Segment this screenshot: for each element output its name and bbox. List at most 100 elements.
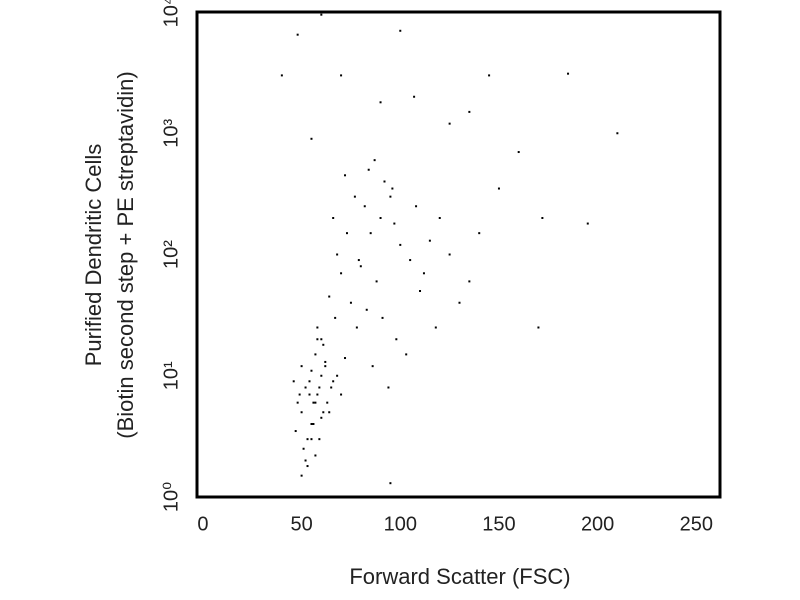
point bbox=[616, 132, 619, 135]
point bbox=[537, 326, 540, 329]
point bbox=[310, 137, 313, 140]
point bbox=[316, 326, 319, 329]
point bbox=[517, 151, 520, 154]
point bbox=[399, 243, 402, 246]
point bbox=[478, 232, 481, 235]
y-axis-label: (Biotin second step + PE streptavidin) bbox=[113, 71, 138, 438]
point bbox=[310, 369, 313, 372]
point bbox=[363, 205, 366, 208]
point bbox=[373, 159, 376, 162]
point bbox=[488, 74, 491, 77]
point bbox=[345, 232, 348, 235]
point bbox=[314, 401, 317, 404]
point bbox=[448, 122, 451, 125]
y-tick-label: 10⁴ bbox=[160, 0, 182, 27]
point bbox=[357, 259, 360, 262]
point bbox=[332, 380, 335, 383]
point bbox=[349, 301, 352, 304]
point bbox=[468, 110, 471, 113]
point bbox=[389, 195, 392, 198]
point bbox=[318, 438, 321, 441]
point bbox=[422, 272, 425, 275]
point bbox=[399, 29, 402, 32]
point bbox=[340, 272, 343, 275]
point bbox=[340, 74, 343, 77]
point bbox=[324, 365, 327, 368]
point bbox=[296, 33, 299, 36]
point bbox=[428, 239, 431, 242]
point bbox=[308, 393, 311, 396]
point bbox=[375, 280, 378, 283]
point bbox=[320, 338, 323, 341]
point bbox=[383, 180, 386, 183]
point bbox=[409, 259, 412, 262]
point bbox=[497, 187, 500, 190]
point bbox=[306, 438, 309, 441]
point bbox=[395, 338, 398, 341]
point bbox=[322, 343, 325, 346]
y-axis-label: Purified Dendritic Cells bbox=[81, 144, 106, 367]
point bbox=[296, 401, 299, 404]
point bbox=[586, 222, 589, 225]
y-tick-label: 10³ bbox=[160, 118, 182, 147]
x-axis-label: Forward Scatter (FSC) bbox=[349, 564, 570, 589]
point bbox=[316, 393, 319, 396]
point bbox=[387, 386, 390, 389]
point bbox=[369, 232, 372, 235]
point bbox=[320, 416, 323, 419]
point bbox=[312, 423, 315, 426]
point bbox=[294, 430, 297, 433]
y-tick-label: 10⁰ bbox=[160, 482, 182, 512]
point bbox=[371, 365, 374, 368]
point bbox=[298, 393, 301, 396]
point bbox=[312, 401, 315, 404]
point bbox=[393, 222, 396, 225]
point bbox=[308, 380, 311, 383]
point bbox=[405, 353, 408, 356]
point bbox=[332, 217, 335, 220]
point bbox=[438, 217, 441, 220]
point bbox=[379, 217, 382, 220]
point bbox=[379, 101, 382, 104]
point bbox=[304, 386, 307, 389]
point bbox=[306, 465, 309, 468]
y-tick-label: 10¹ bbox=[160, 361, 182, 390]
point bbox=[292, 380, 295, 383]
point bbox=[318, 386, 321, 389]
point bbox=[300, 474, 303, 477]
point bbox=[344, 174, 347, 177]
point bbox=[316, 338, 319, 341]
x-tick-label: 150 bbox=[482, 513, 515, 535]
point bbox=[314, 353, 317, 356]
point bbox=[320, 374, 323, 377]
y-tick-label: 10² bbox=[160, 240, 182, 269]
point bbox=[355, 326, 358, 329]
point bbox=[391, 187, 394, 190]
point bbox=[367, 168, 370, 171]
x-tick-label: 50 bbox=[290, 513, 312, 535]
point bbox=[567, 72, 570, 75]
point bbox=[419, 289, 422, 292]
plot-frame bbox=[195, 10, 722, 499]
point bbox=[310, 438, 313, 441]
point bbox=[304, 459, 307, 462]
point bbox=[300, 365, 303, 368]
x-tick-label: 100 bbox=[384, 513, 417, 535]
point bbox=[328, 411, 331, 414]
point bbox=[344, 357, 347, 360]
point bbox=[310, 423, 313, 426]
point bbox=[326, 401, 329, 404]
point bbox=[336, 374, 339, 377]
point bbox=[280, 74, 283, 77]
point bbox=[415, 205, 418, 208]
point bbox=[353, 195, 356, 198]
x-tick-label: 250 bbox=[680, 513, 713, 535]
point bbox=[322, 411, 325, 414]
point bbox=[340, 393, 343, 396]
point bbox=[328, 295, 331, 298]
point bbox=[336, 253, 339, 256]
point bbox=[381, 316, 384, 319]
point bbox=[330, 386, 333, 389]
point bbox=[365, 308, 368, 311]
